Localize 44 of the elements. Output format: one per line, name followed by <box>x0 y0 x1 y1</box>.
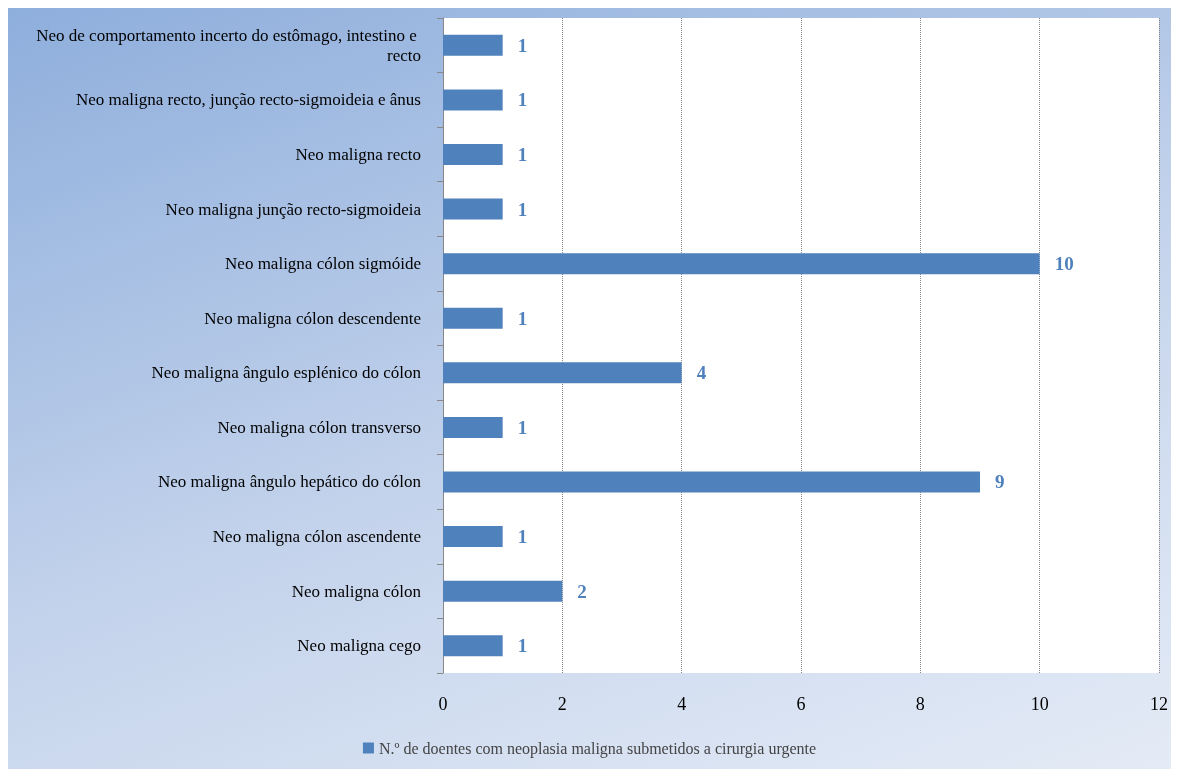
y-tick-label: Neo maligna cólon sigmóide <box>225 254 421 274</box>
bar <box>443 253 1040 275</box>
x-tick-label: 10 <box>1030 694 1049 714</box>
data-label: 1 <box>517 89 528 111</box>
y-tick-label: Neo de comportamento incerto do estômago, intestino e recto <box>36 25 421 65</box>
y-tick-label: Neo maligna junção recto-sigmoideia <box>165 199 422 219</box>
data-label: 4 <box>696 362 707 384</box>
bar <box>443 580 563 602</box>
legend-label: N.º de doentes com neoplasia maligna submetidos a cirurgia urgente <box>378 739 817 758</box>
x-tick-label: 8 <box>915 694 925 714</box>
bar <box>443 362 682 384</box>
bar <box>443 471 980 493</box>
bar <box>443 307 503 329</box>
y-tick-label: Neo maligna cego <box>297 636 421 656</box>
data-label: 9 <box>995 471 1005 493</box>
data-label: 1 <box>517 307 528 329</box>
data-label: 2 <box>577 580 587 602</box>
data-label: 10 <box>1054 253 1074 275</box>
x-tick-label: 12 <box>1150 694 1168 714</box>
data-label: 1 <box>517 198 528 220</box>
x-tick-label: 0 <box>438 694 448 714</box>
y-tick-label: Neo maligna cólon ascendente <box>212 527 421 547</box>
data-label: 1 <box>517 635 528 657</box>
bar <box>443 416 503 438</box>
y-tick-label: Neo maligna cólon descendente <box>204 308 421 328</box>
y-tick-label: Neo maligna recto <box>295 144 421 164</box>
x-tick-label: 2 <box>557 694 567 714</box>
bar <box>443 198 503 220</box>
y-tick-label: Neo maligna ângulo hepático do cólon <box>158 472 422 492</box>
data-label: 1 <box>517 34 528 56</box>
y-tick-label: Neo maligna recto, junção recto-sigmoideia e ânus <box>75 90 421 110</box>
data-label: 1 <box>517 416 528 438</box>
y-tick-label: Neo maligna cólon <box>291 581 422 601</box>
y-tick-label: Neo maligna ângulo esplénico do cólon <box>151 363 422 383</box>
data-label: 1 <box>517 526 528 548</box>
bar <box>443 635 503 657</box>
bar <box>443 34 503 56</box>
x-tick-label: 4 <box>677 694 687 714</box>
bar <box>443 526 503 548</box>
data-label: 1 <box>517 143 528 165</box>
bar <box>443 143 503 165</box>
x-tick-label: 6 <box>796 694 806 714</box>
y-tick-label: Neo maligna cólon transverso <box>217 417 421 437</box>
bar <box>443 89 503 111</box>
